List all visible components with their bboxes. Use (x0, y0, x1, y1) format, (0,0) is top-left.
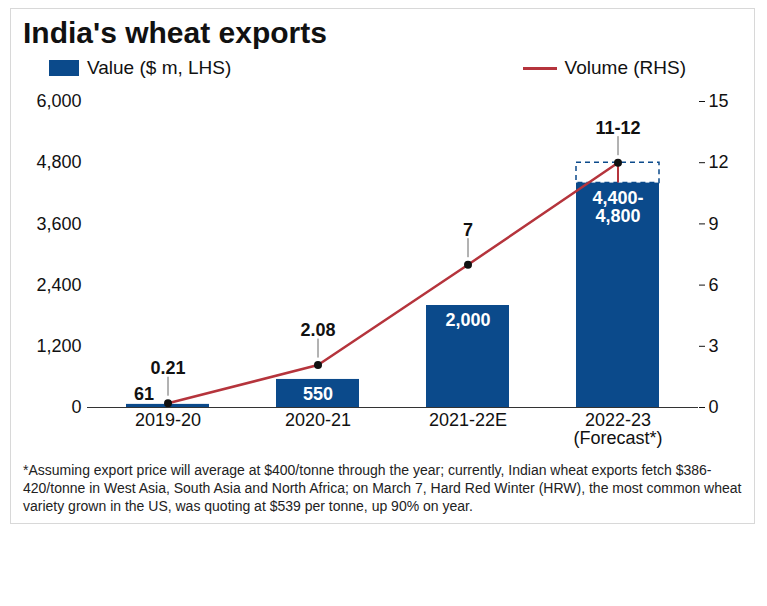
svg-text:2,000: 2,000 (445, 310, 490, 330)
svg-text:61: 61 (134, 384, 154, 404)
html-text:Value ($ m, LHS): Value ($ m, LHS) (87, 57, 232, 78)
svg-text:2021-22E: 2021-22E (429, 410, 507, 430)
svg-text:12: 12 (709, 152, 729, 172)
svg-text:6,000: 6,000 (36, 91, 81, 111)
svg-text:2020-21: 2020-21 (285, 410, 351, 430)
svg-text:6: 6 (709, 275, 719, 295)
svg-text:550: 550 (303, 384, 333, 404)
html-text:*Assuming export price will av: *Assuming export price will average at $… (23, 462, 742, 514)
html-text:India's wheat exports: India's wheat exports (23, 16, 327, 49)
svg-text:0.21: 0.21 (150, 358, 185, 378)
svg-text:2,400: 2,400 (36, 275, 81, 295)
svg-text:2022-23(Forecast*): 2022-23(Forecast*) (573, 410, 662, 448)
svg-text:15: 15 (709, 91, 729, 111)
svg-text:1,200: 1,200 (36, 336, 81, 356)
svg-text:3: 3 (709, 336, 719, 356)
svg-text:4,400-4,800: 4,400-4,800 (592, 188, 643, 226)
svg-text:4,800: 4,800 (36, 152, 81, 172)
svg-text:7: 7 (463, 220, 473, 240)
html-text:Volume (RHS): Volume (RHS) (564, 57, 686, 78)
svg-text:9: 9 (709, 214, 719, 234)
svg-text:3,600: 3,600 (36, 214, 81, 234)
svg-text:2.08: 2.08 (300, 320, 335, 340)
svg-text:11-12: 11-12 (595, 118, 640, 138)
svg-text:0: 0 (71, 397, 81, 417)
svg-text:0: 0 (709, 397, 719, 417)
svg-text:2019-20: 2019-20 (135, 410, 201, 430)
